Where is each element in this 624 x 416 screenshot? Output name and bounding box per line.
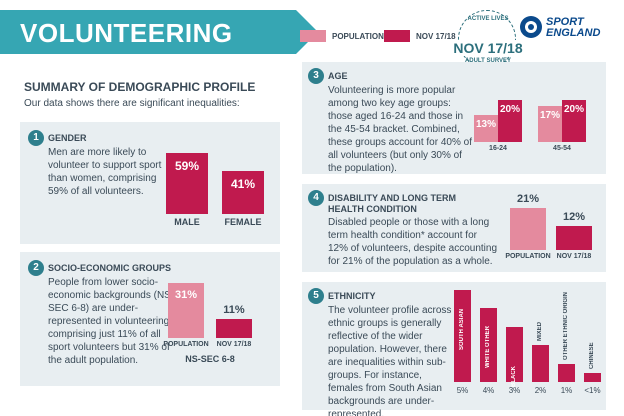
socio-number: 2 — [28, 260, 44, 276]
summary-title: SUMMARY OF DEMOGRAPHIC PROFILE — [24, 80, 255, 94]
gender-value-label-1: 41% — [222, 177, 264, 191]
legend-nov: NOV 17/18 — [384, 30, 456, 42]
socio-xlabel: NS-SEC 6-8 — [168, 354, 252, 364]
gender-heading: GENDER — [48, 133, 87, 143]
gender-panel: 1 GENDER Men are more likely to voluntee… — [20, 122, 280, 244]
legend-swatch-population — [300, 30, 326, 42]
socio-value-label-1: 11% — [216, 304, 252, 316]
age-value-label-0-1: 20% — [498, 104, 522, 115]
badge-main-text: NOV 17/18 — [452, 40, 524, 56]
age-category-label-1: 45-54 — [538, 145, 586, 152]
age-value-label-1-1: 20% — [562, 104, 586, 115]
page-title: VOLUNTEERING — [20, 18, 233, 49]
age-number: 3 — [308, 68, 324, 84]
socio-body: People from lower socio-economic backgro… — [48, 276, 176, 367]
legend-label-nov: NOV 17/18 — [416, 32, 456, 41]
disability-heading: DISABILITY AND LONG TERM HEALTH CONDITIO… — [328, 193, 462, 215]
age-heading: AGE — [328, 71, 348, 81]
socio-value-label-0: 31% — [168, 289, 204, 301]
disability-category-label-1: NOV 17/18 — [546, 253, 602, 260]
gender-value-label-0: 59% — [166, 159, 208, 173]
age-panel: 3 AGE Volunteering is more popular among… — [302, 62, 606, 174]
age-category-label-0: 16-24 — [474, 145, 522, 152]
disability-number: 4 — [308, 190, 324, 206]
age-body: Volunteering is more popular among two k… — [328, 84, 474, 175]
age-value-label-0-0: 13% — [474, 119, 498, 130]
ethnicity-value-label-2: 3% — [503, 386, 526, 395]
ethnicity-value-label-5: <1% — [581, 386, 604, 395]
disability-body: Disabled people or those with a long ter… — [328, 216, 498, 268]
ethnicity-value-label-3: 2% — [529, 386, 552, 395]
ethnicity-category-label-4: OTHER ETHNIC ORIGIN — [563, 304, 569, 360]
ethnicity-category-label-5: CHINESE — [589, 313, 595, 369]
ethnicity-bar-5 — [584, 373, 601, 382]
ethnicity-value-label-1: 4% — [477, 386, 500, 395]
ethnicity-panel: 5 ETHNICITY The volunteer profile across… — [302, 282, 606, 410]
ethnicity-value-label-4: 1% — [555, 386, 578, 395]
socio-category-label-1: NOV 17/18 — [206, 341, 262, 348]
disability-value-label-0: 21% — [510, 193, 546, 205]
legend-label-population: POPULATION — [332, 32, 384, 41]
legend-swatch-nov — [384, 30, 410, 42]
sport-england-logo: SPORT ENGLAND — [520, 14, 610, 40]
summary-intro: Our data shows there are significant ine… — [24, 98, 240, 109]
disability-panel: 4 DISABILITY AND LONG TERM HEALTH CONDIT… — [302, 184, 606, 272]
age-value-label-1-0: 17% — [538, 110, 562, 121]
disability-bar-1 — [556, 226, 592, 250]
active-lives-badge: ACTIVE LIVES NOV 17/18 ADULT SURVEY — [452, 10, 524, 70]
gender-body: Men are more likely to volunteer to supp… — [48, 146, 174, 198]
title-banner: VOLUNTEERING — [0, 10, 296, 54]
ethnicity-category-label-0: SOUTH ASIAN — [459, 294, 465, 350]
logo-line2: ENGLAND — [546, 28, 600, 39]
disability-value-label-1: 12% — [556, 211, 592, 223]
ethnicity-category-label-2: BLACK — [511, 331, 517, 387]
ethnicity-value-label-0: 5% — [451, 386, 474, 395]
gender-category-label-0: MALE — [156, 217, 218, 227]
ethnicity-category-label-3: MIXED — [537, 285, 543, 341]
socio-heading: SOCIO-ECONOMIC GROUPS — [48, 263, 171, 273]
ethnicity-heading: ETHNICITY — [328, 291, 376, 301]
socio-panel: 2 SOCIO-ECONOMIC GROUPS People from lowe… — [20, 252, 280, 386]
legend-population: POPULATION — [300, 30, 384, 42]
gender-category-label-1: FEMALE — [212, 217, 274, 227]
ethnicity-number: 5 — [308, 288, 324, 304]
ethnicity-body: The volunteer profile across ethnic grou… — [328, 304, 456, 416]
badge-top-text: ACTIVE LIVES — [452, 16, 524, 22]
ethnicity-bar-4 — [558, 364, 575, 382]
disability-bar-0 — [510, 208, 546, 250]
gender-number: 1 — [28, 130, 44, 146]
ethnicity-bar-3 — [532, 345, 549, 382]
logo-mark-icon — [520, 16, 542, 38]
socio-bar-1 — [216, 319, 252, 338]
ethnicity-category-label-1: WHITE OTHER — [485, 312, 491, 368]
